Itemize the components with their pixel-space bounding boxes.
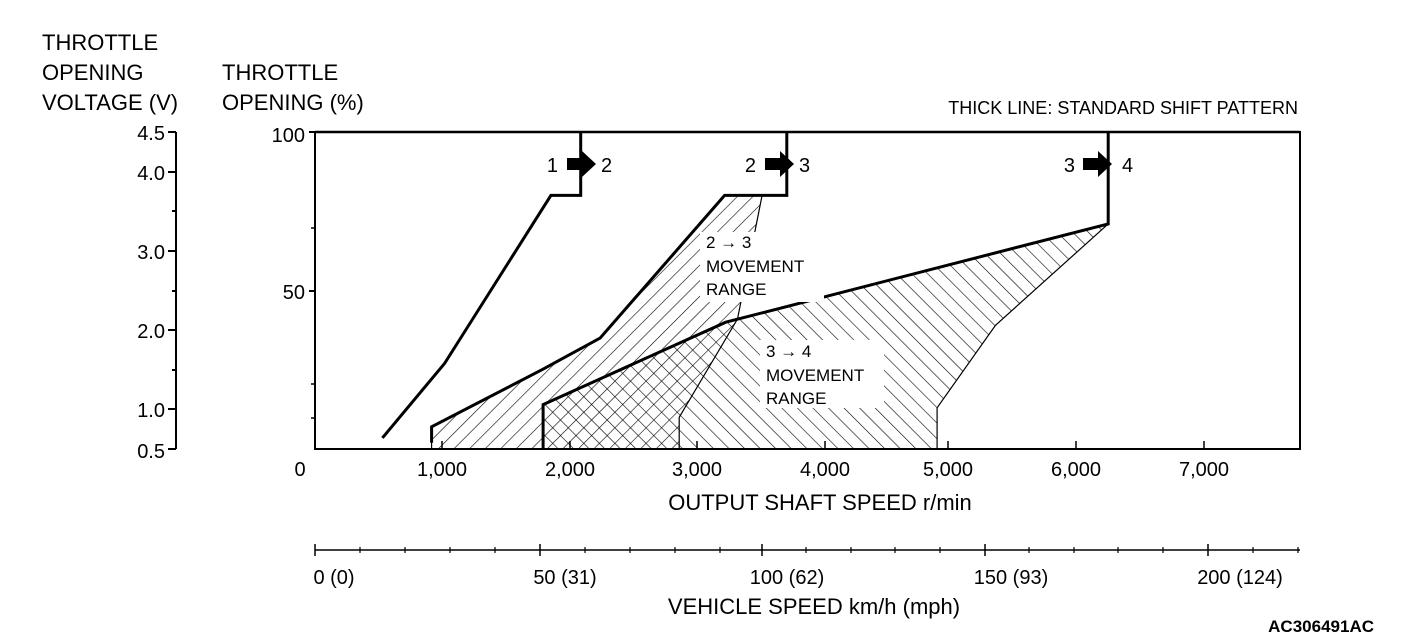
range-label-2-3-backing [700, 232, 824, 302]
right-arrow-icon [567, 151, 596, 177]
voltage-axis-title-line-1: THROTTLE [42, 30, 158, 55]
throttle-axis-title-line-1: THROTTLE [222, 60, 338, 85]
shift-label-3-4-to: 4 [1122, 155, 1133, 177]
voltage-tick-label: 0.5 [137, 441, 165, 463]
shift-line-1-2 [381, 132, 583, 439]
voltage-axis-title-line-2: OPENING [42, 60, 143, 85]
voltage-tick-label: 4.5 [137, 123, 165, 145]
x2-tick-label: 0 (0) [313, 567, 354, 589]
figure-id: AC306491AC [1268, 617, 1374, 636]
shift-line-3-4 [541, 132, 1110, 449]
voltage-axis: 4.5 4.0 3.0 2.0 1.0 0.5 [137, 123, 177, 463]
range-label-2-3-line-2: RANGE [706, 280, 766, 299]
range-label-3-4-line-1: MOVEMENT [766, 366, 864, 385]
shift-label-3-4: 3 4 [1064, 151, 1133, 177]
x2-tick-label: 100 (62) [750, 567, 825, 589]
range-label-3-4: 3 → 4 MOVEMENT RANGE [760, 340, 884, 408]
x2-axis-title: VEHICLE SPEED km/h (mph) [668, 594, 960, 619]
shift-line-2-3 [430, 132, 789, 443]
voltage-tick-label: 2.0 [137, 321, 165, 343]
range-label-2-3-transition: 2 → 3 [706, 233, 751, 252]
x2-tick-label: 150 (93) [974, 567, 1049, 589]
voltage-axis-title-line-3: VOLTAGE (V) [42, 90, 178, 115]
x2-tick-label: 50 (31) [533, 567, 596, 589]
throttle-tick-label: 0 [294, 459, 305, 481]
range-label-3-4-line-2: RANGE [766, 389, 826, 408]
range-label-2-3-line-1: MOVEMENT [706, 257, 804, 276]
range-label-2-3: 2 → 3 MOVEMENT RANGE [700, 232, 824, 302]
x-tick-label: 5,000 [923, 459, 973, 481]
voltage-tick-label: 1.0 [137, 400, 165, 422]
x-axis-title: OUTPUT SHAFT SPEED r/min [668, 490, 972, 515]
right-arrow-icon [765, 151, 794, 177]
x-tick-label: 4,000 [800, 459, 850, 481]
shift-label-1-2-to: 2 [601, 155, 612, 177]
throttle-axis-title-line-2: OPENING (%) [222, 90, 364, 115]
shift-label-1-2: 1 2 [547, 151, 612, 177]
shift-label-3-4-from: 3 [1064, 155, 1075, 177]
x2-tick-label: 200 (124) [1197, 567, 1283, 589]
x-tick-label: 6,000 [1051, 459, 1101, 481]
standard-shift-pattern-note: THICK LINE: STANDARD SHIFT PATTERN [948, 98, 1298, 118]
throttle-tick-label: 50 [283, 282, 305, 304]
shift-lines [381, 132, 1110, 449]
x-tick-label: 7,000 [1179, 459, 1229, 481]
vehicle-speed-axis: 0 (0) 50 (31) 100 (62) 150 (93) 200 (124… [313, 544, 1300, 619]
range-label-3-4-transition: 3 → 4 [766, 342, 811, 361]
shift-label-2-3: 2 3 [745, 151, 810, 177]
x-tick-label: 3,000 [672, 459, 722, 481]
output-shaft-axis: 1,000 2,000 3,000 4,000 5,000 6,000 7,00… [417, 441, 1229, 515]
voltage-tick-label: 3.0 [137, 242, 165, 264]
shift-label-2-3-from: 2 [745, 155, 756, 177]
right-arrow-icon [1083, 151, 1112, 177]
x-tick-label: 1,000 [417, 459, 467, 481]
shift-label-1-2-from: 1 [547, 155, 558, 177]
shift-label-2-3-to: 3 [799, 155, 810, 177]
voltage-tick-label: 4.0 [137, 163, 165, 185]
x-tick-label: 2,000 [545, 459, 595, 481]
range-label-3-4-backing [760, 340, 884, 408]
throttle-axis: 100 50 0 [272, 125, 315, 481]
throttle-tick-label: 100 [272, 125, 305, 147]
